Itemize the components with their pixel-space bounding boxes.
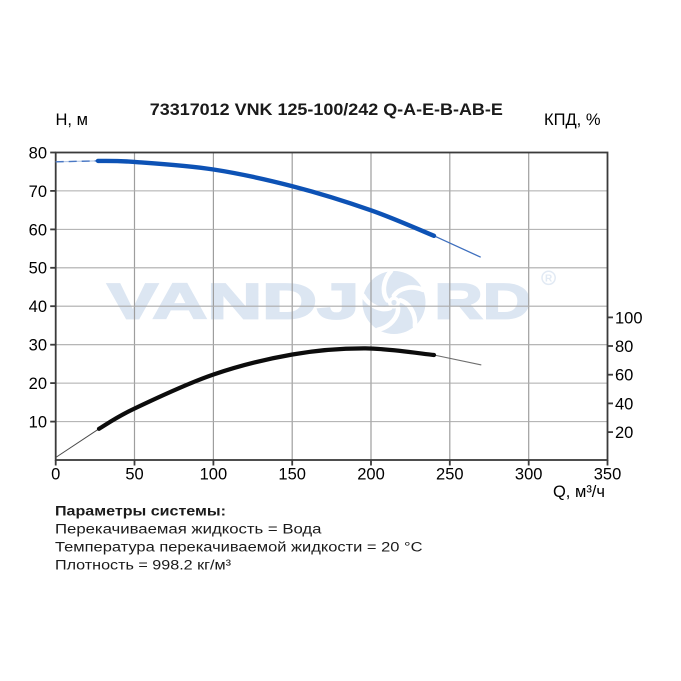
svg-text:Параметры системы:: Параметры системы: — [55, 503, 226, 519]
svg-text:60: 60 — [615, 367, 633, 385]
svg-text:20: 20 — [615, 424, 633, 442]
svg-text:73317012 VNK 125-100/242 Q-A-E: 73317012 VNK 125-100/242 Q-A-E-B-AB-E — [150, 101, 503, 119]
svg-text:80: 80 — [615, 338, 633, 356]
svg-text:80: 80 — [29, 144, 47, 162]
svg-text:20: 20 — [29, 375, 47, 393]
svg-text:100: 100 — [615, 309, 643, 327]
svg-text:50: 50 — [125, 465, 143, 483]
svg-text:Температура перекачиваемой жид: Температура перекачиваемой жидкости = 20… — [55, 540, 423, 556]
svg-text:300: 300 — [515, 465, 543, 483]
svg-text:Q, м³/ч: Q, м³/ч — [553, 483, 605, 501]
svg-text:50: 50 — [29, 260, 47, 278]
svg-text:350: 350 — [594, 465, 622, 483]
svg-text:150: 150 — [278, 465, 306, 483]
svg-text:200: 200 — [357, 465, 385, 483]
svg-text:Н, м: Н, м — [56, 111, 88, 129]
svg-text:70: 70 — [29, 183, 47, 201]
svg-text:Перекачиваемая жидкость = Вода: Перекачиваемая жидкость = Вода — [55, 522, 322, 538]
svg-text:100: 100 — [200, 465, 228, 483]
svg-text:30: 30 — [29, 337, 47, 355]
svg-text:КПД, %: КПД, % — [544, 111, 601, 129]
svg-text:Плотность = 998.2 кг/м³: Плотность = 998.2 кг/м³ — [55, 557, 231, 573]
svg-text:60: 60 — [29, 221, 47, 239]
svg-text:VANDJ: VANDJ — [107, 274, 359, 330]
svg-text:40: 40 — [615, 395, 633, 413]
svg-text:R: R — [545, 274, 553, 285]
svg-text:40: 40 — [29, 298, 47, 316]
svg-text:10: 10 — [29, 414, 47, 432]
svg-text:250: 250 — [436, 465, 464, 483]
svg-text:RD: RD — [434, 274, 531, 330]
svg-text:0: 0 — [51, 465, 60, 483]
